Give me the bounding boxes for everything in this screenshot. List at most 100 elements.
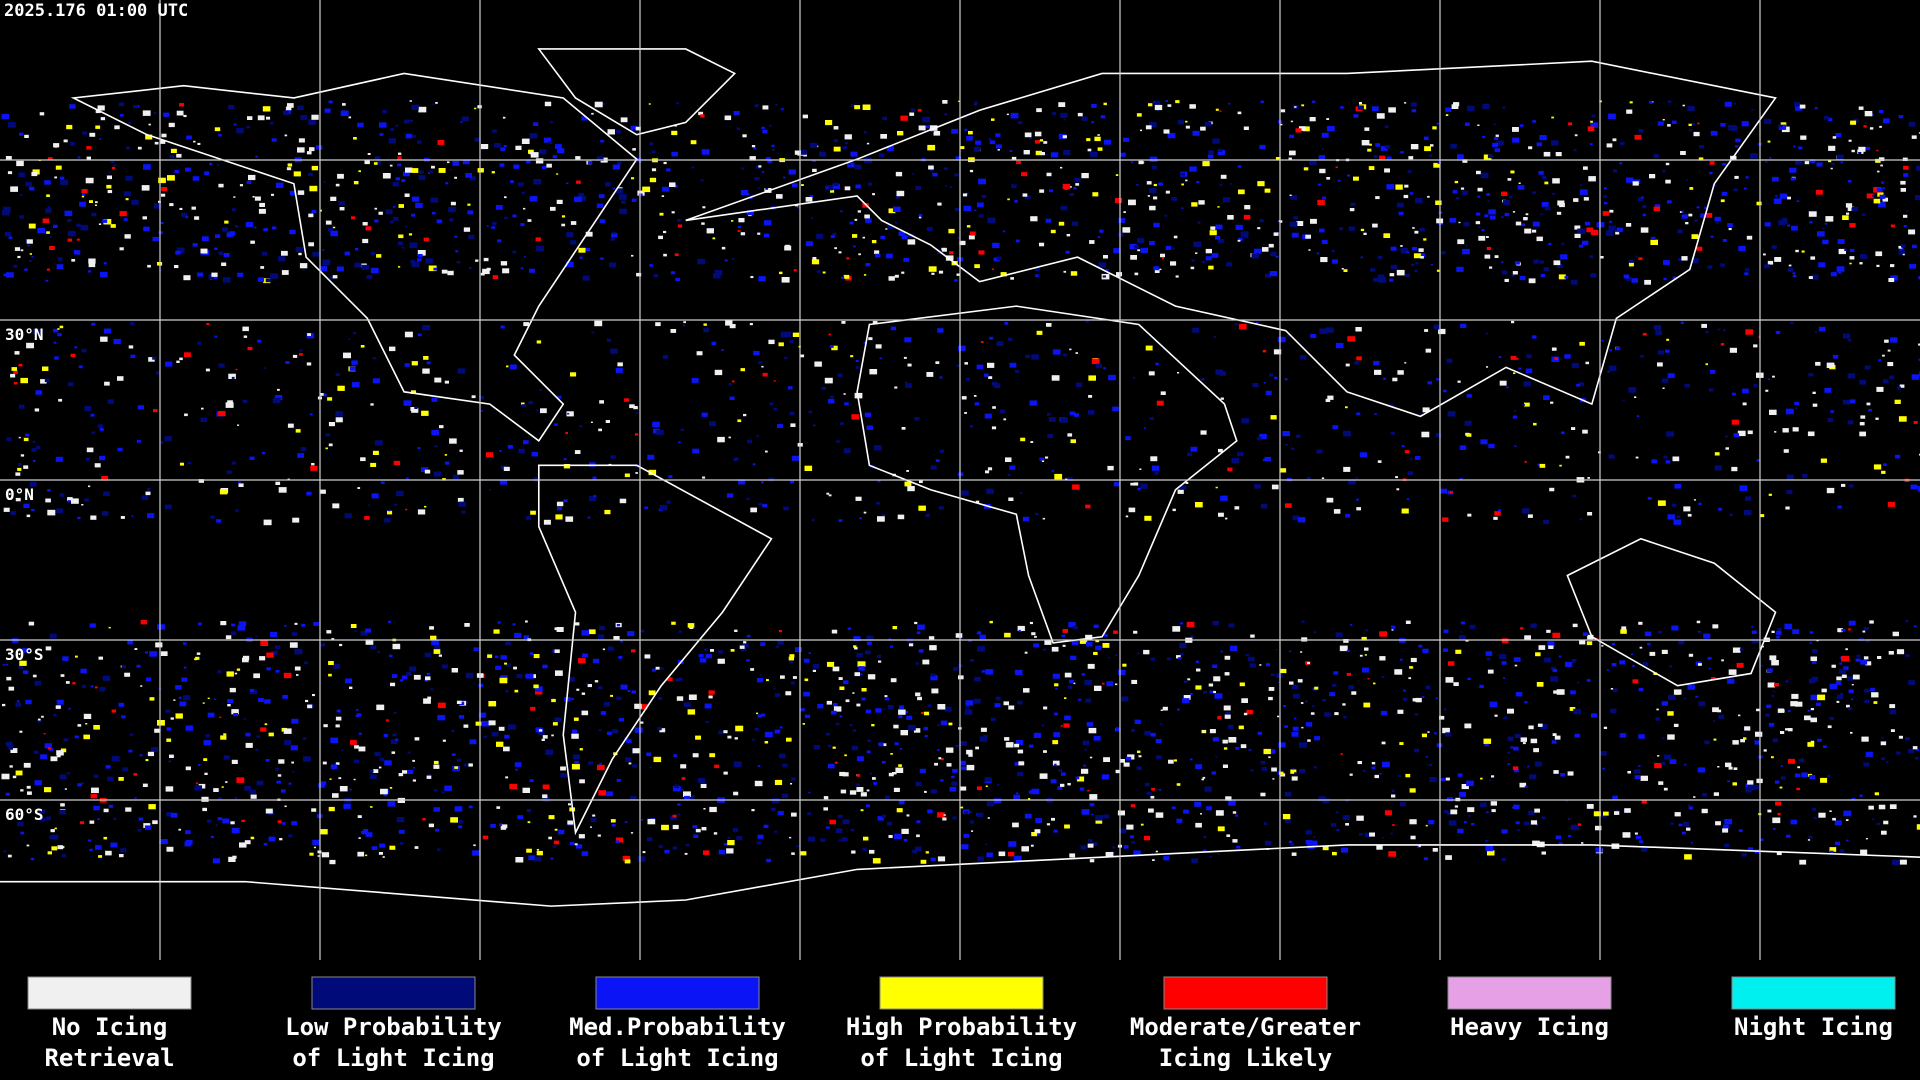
- icing-pixel: [1388, 155, 1391, 158]
- icing-pixel: [710, 649, 714, 652]
- icing-pixel: [901, 271, 905, 274]
- icing-pixel: [1452, 190, 1458, 194]
- icing-pixel: [403, 171, 410, 177]
- icing-pixel: [501, 824, 508, 829]
- icing-pixel: [771, 807, 776, 811]
- icing-pixel: [1022, 193, 1028, 197]
- icing-pixel: [1663, 455, 1668, 459]
- icing-pixel: [1779, 193, 1788, 199]
- icing-pixel: [31, 172, 38, 177]
- icing-pixel: [1814, 107, 1818, 110]
- icing-pixel: [506, 365, 509, 368]
- icing-pixel: [921, 711, 925, 715]
- icing-pixel: [1699, 145, 1705, 149]
- icing-pixel: [1029, 744, 1034, 748]
- icing-pixel: [1477, 195, 1481, 198]
- icing-pixel: [1195, 685, 1202, 690]
- icing-pixel: [1565, 455, 1570, 459]
- icing-pixel: [513, 666, 517, 670]
- icing-pixel: [343, 803, 351, 809]
- icing-pixel: [194, 785, 202, 791]
- icing-pixel: [1442, 727, 1450, 734]
- icing-pixel: [1486, 811, 1489, 814]
- icing-pixel: [1795, 159, 1803, 165]
- icing-pixel: [1632, 181, 1639, 186]
- icing-pixel: [1367, 678, 1370, 680]
- icing-pixel: [1433, 324, 1441, 330]
- icing-pixel: [1177, 120, 1184, 125]
- icing-pixel: [826, 826, 830, 829]
- icing-pixel: [581, 692, 586, 695]
- icing-pixel: [1593, 811, 1601, 817]
- icing-pixel: [222, 277, 231, 283]
- icing-pixel: [117, 376, 124, 381]
- icing-pixel: [377, 651, 380, 653]
- icing-pixel: [1701, 808, 1708, 814]
- icing-pixel: [1851, 206, 1858, 212]
- icing-pixel: [1129, 243, 1137, 250]
- icing-pixel: [1790, 819, 1798, 825]
- icing-pixel: [1066, 234, 1071, 237]
- icing-pixel: [1043, 750, 1047, 753]
- icing-pixel: [734, 629, 738, 632]
- icing-pixel: [1666, 338, 1670, 341]
- icing-pixel: [1087, 410, 1095, 415]
- icing-pixel: [462, 159, 470, 165]
- coastline: [73, 73, 636, 440]
- icing-pixel: [1200, 430, 1207, 435]
- icing-pixel: [1468, 814, 1471, 817]
- icing-pixel: [729, 396, 735, 400]
- icing-pixel: [1896, 386, 1901, 390]
- icing-pixel: [1794, 102, 1801, 107]
- icing-pixel: [317, 855, 320, 857]
- icing-pixel: [238, 483, 244, 487]
- icing-pixel: [554, 717, 562, 723]
- icing-pixel: [374, 207, 378, 210]
- icing-pixel: [780, 675, 785, 679]
- icing-pixel: [1436, 269, 1440, 272]
- icing-pixel: [149, 651, 158, 657]
- icing-pixel: [412, 759, 415, 762]
- icing-pixel: [1698, 157, 1704, 161]
- icing-pixel: [1003, 418, 1007, 421]
- icing-pixel: [1017, 771, 1024, 777]
- icing-pixel: [376, 254, 382, 258]
- icing-pixel: [1684, 383, 1690, 388]
- icing-pixel: [535, 158, 544, 164]
- icing-pixel: [1477, 187, 1483, 192]
- icing-pixel: [893, 787, 900, 792]
- icing-pixel: [533, 654, 540, 659]
- icing-pixel: [777, 424, 783, 429]
- icing-pixel: [1721, 191, 1728, 196]
- icing-pixel: [594, 680, 599, 683]
- icing-pixel: [1162, 706, 1168, 711]
- icing-pixel: [1217, 826, 1225, 832]
- icing-pixel: [974, 676, 981, 682]
- icing-pixel: [1053, 732, 1061, 738]
- icing-pixel: [291, 821, 298, 826]
- icing-pixel: [758, 165, 762, 168]
- icing-pixel: [589, 496, 597, 502]
- icing-pixel: [1117, 276, 1120, 278]
- icing-pixel: [1487, 669, 1494, 674]
- icing-pixel: [1421, 696, 1425, 698]
- icing-pixel: [1081, 116, 1088, 121]
- icing-pixel: [275, 182, 284, 188]
- icing-pixel: [939, 449, 945, 453]
- icing-pixel: [795, 647, 802, 653]
- icing-pixel: [1084, 679, 1092, 686]
- icing-pixel: [382, 856, 385, 858]
- icing-pixel: [919, 768, 926, 774]
- icing-pixel: [1341, 268, 1344, 270]
- icing-pixel: [340, 110, 349, 116]
- icing-pixel: [877, 480, 881, 483]
- icing-pixel: [1717, 328, 1721, 331]
- icing-pixel: [754, 104, 759, 107]
- icing-pixel: [1864, 627, 1869, 631]
- icing-pixel: [164, 504, 172, 510]
- icing-pixel: [592, 476, 597, 480]
- icing-pixel: [336, 709, 341, 713]
- icing-pixel: [53, 143, 60, 148]
- icing-pixel: [751, 145, 756, 148]
- icing-pixel: [1492, 142, 1499, 148]
